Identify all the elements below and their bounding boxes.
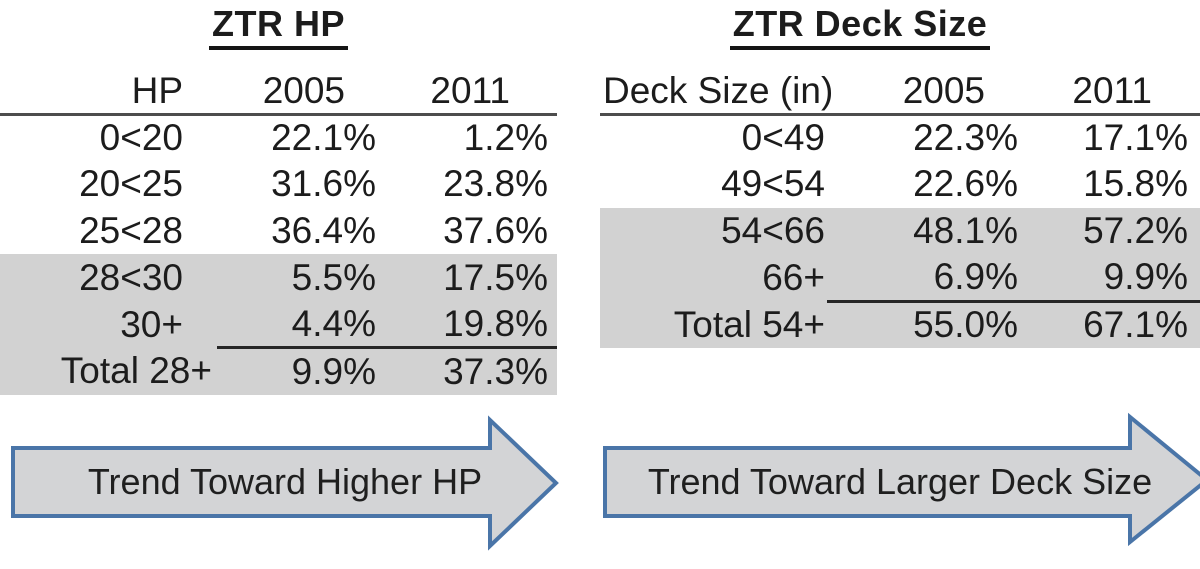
arrow-label-hp: Trend Toward Higher HP bbox=[87, 461, 483, 502]
col-header-hp: HP bbox=[0, 70, 217, 116]
right-table-title-text: ZTR Deck Size bbox=[729, 3, 991, 50]
table-row: 20<25 31.6% 23.8% bbox=[0, 161, 557, 208]
row-label: 0<49 bbox=[741, 117, 825, 159]
table-row: 0<20 22.1% 1.2% bbox=[0, 114, 557, 161]
table-row: 0<49 22.3% 17.1% bbox=[600, 114, 1200, 161]
value-2005: 4.4% bbox=[291, 302, 376, 344]
value-2005: 22.3% bbox=[913, 117, 1018, 159]
value-2011: 23.8% bbox=[443, 163, 548, 205]
row-label: 28<30 bbox=[79, 256, 183, 298]
left-table-title: ZTR HP bbox=[0, 3, 557, 50]
value-2005: 22.1% bbox=[271, 117, 376, 159]
header-row: Deck Size (in) 2005 2011 bbox=[600, 70, 1200, 116]
table-row-highlighted: 30+ 4.4% 19.8% bbox=[0, 301, 557, 348]
total-value-2005: 9.9% bbox=[217, 346, 382, 395]
value-2005: 36.4% bbox=[271, 209, 376, 251]
header-row: HP 2005 2011 bbox=[0, 70, 557, 116]
ztr-hp-table: HP 2005 2011 0<20 22.1% 1.2% 20<25 31.6%… bbox=[0, 70, 557, 395]
value-2005: 22.6% bbox=[913, 163, 1018, 205]
value-2011: 19.8% bbox=[443, 302, 548, 344]
table-row-highlighted: 66+ 6.9% 9.9% bbox=[600, 254, 1200, 302]
row-label: 30+ bbox=[120, 303, 183, 345]
value-2011: 57.2% bbox=[1083, 209, 1188, 251]
value-2005: 5.5% bbox=[291, 256, 376, 298]
col-header-2005: 2005 bbox=[827, 70, 1024, 116]
value-2011: 17.5% bbox=[443, 256, 548, 298]
col-header-deck-size: Deck Size (in) bbox=[600, 70, 833, 116]
right-arrow-icon bbox=[11, 415, 559, 551]
value-2005: 6.9% bbox=[933, 256, 1018, 298]
total-row: Total 28+ 9.9% 37.3% bbox=[0, 346, 557, 395]
row-label: 54<66 bbox=[721, 209, 825, 251]
row-label: 66+ bbox=[762, 256, 825, 298]
total-value-2005: 55.0% bbox=[827, 299, 1024, 348]
left-table-title-text: ZTR HP bbox=[209, 3, 348, 50]
value-2005: 31.6% bbox=[271, 163, 376, 205]
value-2011: 1.2% bbox=[463, 117, 548, 159]
row-label: 20<25 bbox=[79, 163, 183, 205]
right-table-title: ZTR Deck Size bbox=[600, 3, 1120, 50]
total-row-label: Total 54+ bbox=[673, 303, 825, 345]
value-2011: 37.6% bbox=[443, 209, 548, 251]
total-value-2011: 67.1% bbox=[1024, 299, 1200, 348]
table-row: 49<54 22.6% 15.8% bbox=[600, 161, 1200, 208]
trend-arrow-deck-size: Trend Toward Larger Deck Size bbox=[600, 410, 1200, 555]
value-2011: 17.1% bbox=[1083, 117, 1188, 159]
total-row: Total 54+ 55.0% 67.1% bbox=[600, 299, 1200, 348]
value-2005: 48.1% bbox=[913, 209, 1018, 251]
total-row-label: Total 28+ bbox=[60, 350, 212, 392]
col-header-2005: 2005 bbox=[217, 70, 382, 116]
total-value-2011: 37.3% bbox=[382, 346, 557, 395]
value-2011: 9.9% bbox=[1103, 256, 1188, 298]
ztr-deck-size-table: Deck Size (in) 2005 2011 0<49 22.3% 17.1… bbox=[600, 70, 1200, 348]
col-header-2011: 2011 bbox=[1024, 70, 1200, 116]
row-label: 49<54 bbox=[721, 163, 825, 205]
row-label: 0<20 bbox=[99, 117, 183, 159]
table-row-highlighted: 28<30 5.5% 17.5% bbox=[0, 254, 557, 302]
right-arrow-icon bbox=[603, 412, 1200, 547]
value-2011: 15.8% bbox=[1083, 163, 1188, 205]
col-header-2011: 2011 bbox=[382, 70, 557, 116]
arrow-label-deck-size: Trend Toward Larger Deck Size bbox=[647, 461, 1153, 502]
trend-arrow-hp: Trend Toward Higher HP bbox=[5, 415, 565, 555]
table-row: 25<28 36.4% 37.6% bbox=[0, 208, 557, 255]
table-row-highlighted: 54<66 48.1% 57.2% bbox=[600, 207, 1200, 255]
row-label: 25<28 bbox=[79, 209, 183, 251]
